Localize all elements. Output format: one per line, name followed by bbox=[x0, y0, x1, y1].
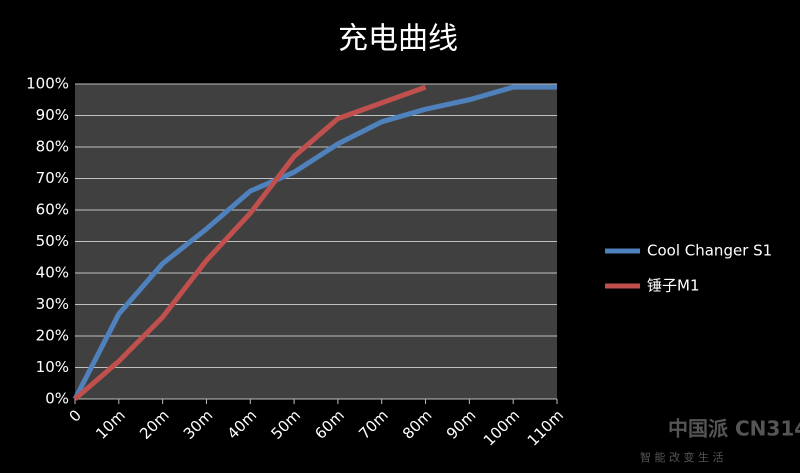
y-tick-label: 60% bbox=[36, 201, 69, 219]
y-tick-label: 50% bbox=[36, 232, 69, 250]
y-tick-label: 90% bbox=[36, 106, 69, 124]
y-tick-label: 20% bbox=[36, 327, 69, 345]
watermark-code: CN314 bbox=[735, 417, 800, 441]
y-tick-label: 100% bbox=[26, 75, 69, 93]
y-tick-label: 10% bbox=[36, 358, 69, 376]
watermark-slogan: 智 能 改 变 生 活 bbox=[640, 450, 723, 464]
y-tick-label: 40% bbox=[36, 264, 69, 282]
y-tick-label: 30% bbox=[36, 295, 69, 313]
legend-label: 锤子M1 bbox=[647, 277, 700, 295]
y-tick-label: 0% bbox=[45, 390, 69, 408]
watermark-brand: 中国派 bbox=[668, 417, 729, 441]
chart-title: 充电曲线 bbox=[338, 22, 458, 57]
series-line bbox=[72, 84, 557, 401]
legend-label: Cool Changer S1 bbox=[647, 242, 772, 260]
series-line bbox=[73, 84, 427, 401]
y-tick-label: 70% bbox=[36, 169, 69, 187]
y-tick-label: 80% bbox=[36, 138, 69, 156]
